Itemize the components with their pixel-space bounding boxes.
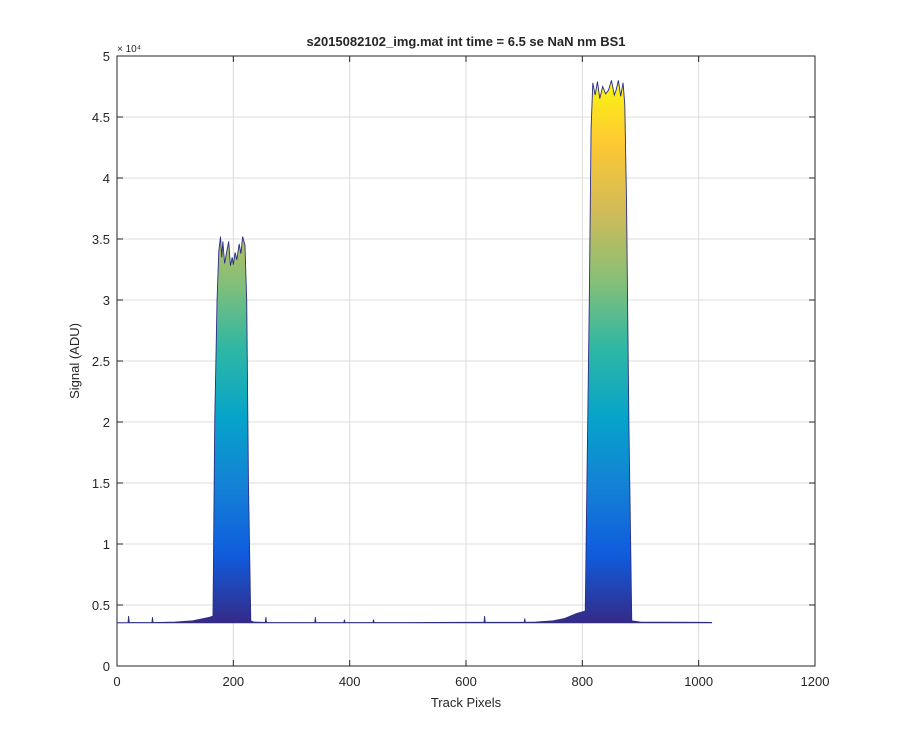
y-tick-label: 2.5 — [92, 354, 110, 369]
y-axis-label: Signal (ADU) — [67, 323, 82, 399]
x-tick-label: 200 — [222, 674, 244, 689]
y-tick-label: 1.5 — [92, 476, 110, 491]
y-exponent-label: × 10⁴ — [117, 44, 141, 55]
x-tick-labels: 0 200 400 600 800 1000 1200 — [113, 674, 829, 689]
y-tick-label: 4 — [103, 171, 110, 186]
x-tick-label: 800 — [571, 674, 593, 689]
x-tick-label: 1000 — [684, 674, 713, 689]
y-tick-label: 5 — [103, 49, 110, 64]
y-tick-label: 4.5 — [92, 110, 110, 125]
series-area-0 — [117, 80, 713, 624]
x-tick-label: 1200 — [801, 674, 830, 689]
x-tick-label: 400 — [339, 674, 361, 689]
x-tick-label: 0 — [113, 674, 120, 689]
x-axis-label: Track Pixels — [431, 695, 502, 710]
series-line-0 — [117, 80, 713, 624]
series-layer — [117, 80, 713, 624]
y-tick-label: 0.5 — [92, 598, 110, 613]
y-tick-label: 2 — [103, 415, 110, 430]
y-tick-labels: 0 0.5 1 1.5 2 2.5 3 3.5 4 4.5 5 — [92, 49, 110, 674]
x-tick-label: 600 — [455, 674, 477, 689]
chart-title: s2015082102_img.mat int time = 6.5 se Na… — [306, 34, 625, 49]
y-tick-label: 0 — [103, 659, 110, 674]
y-tick-label: 3 — [103, 293, 110, 308]
y-tick-label: 3.5 — [92, 232, 110, 247]
ticks — [116, 55, 816, 667]
y-tick-label: 1 — [103, 537, 110, 552]
